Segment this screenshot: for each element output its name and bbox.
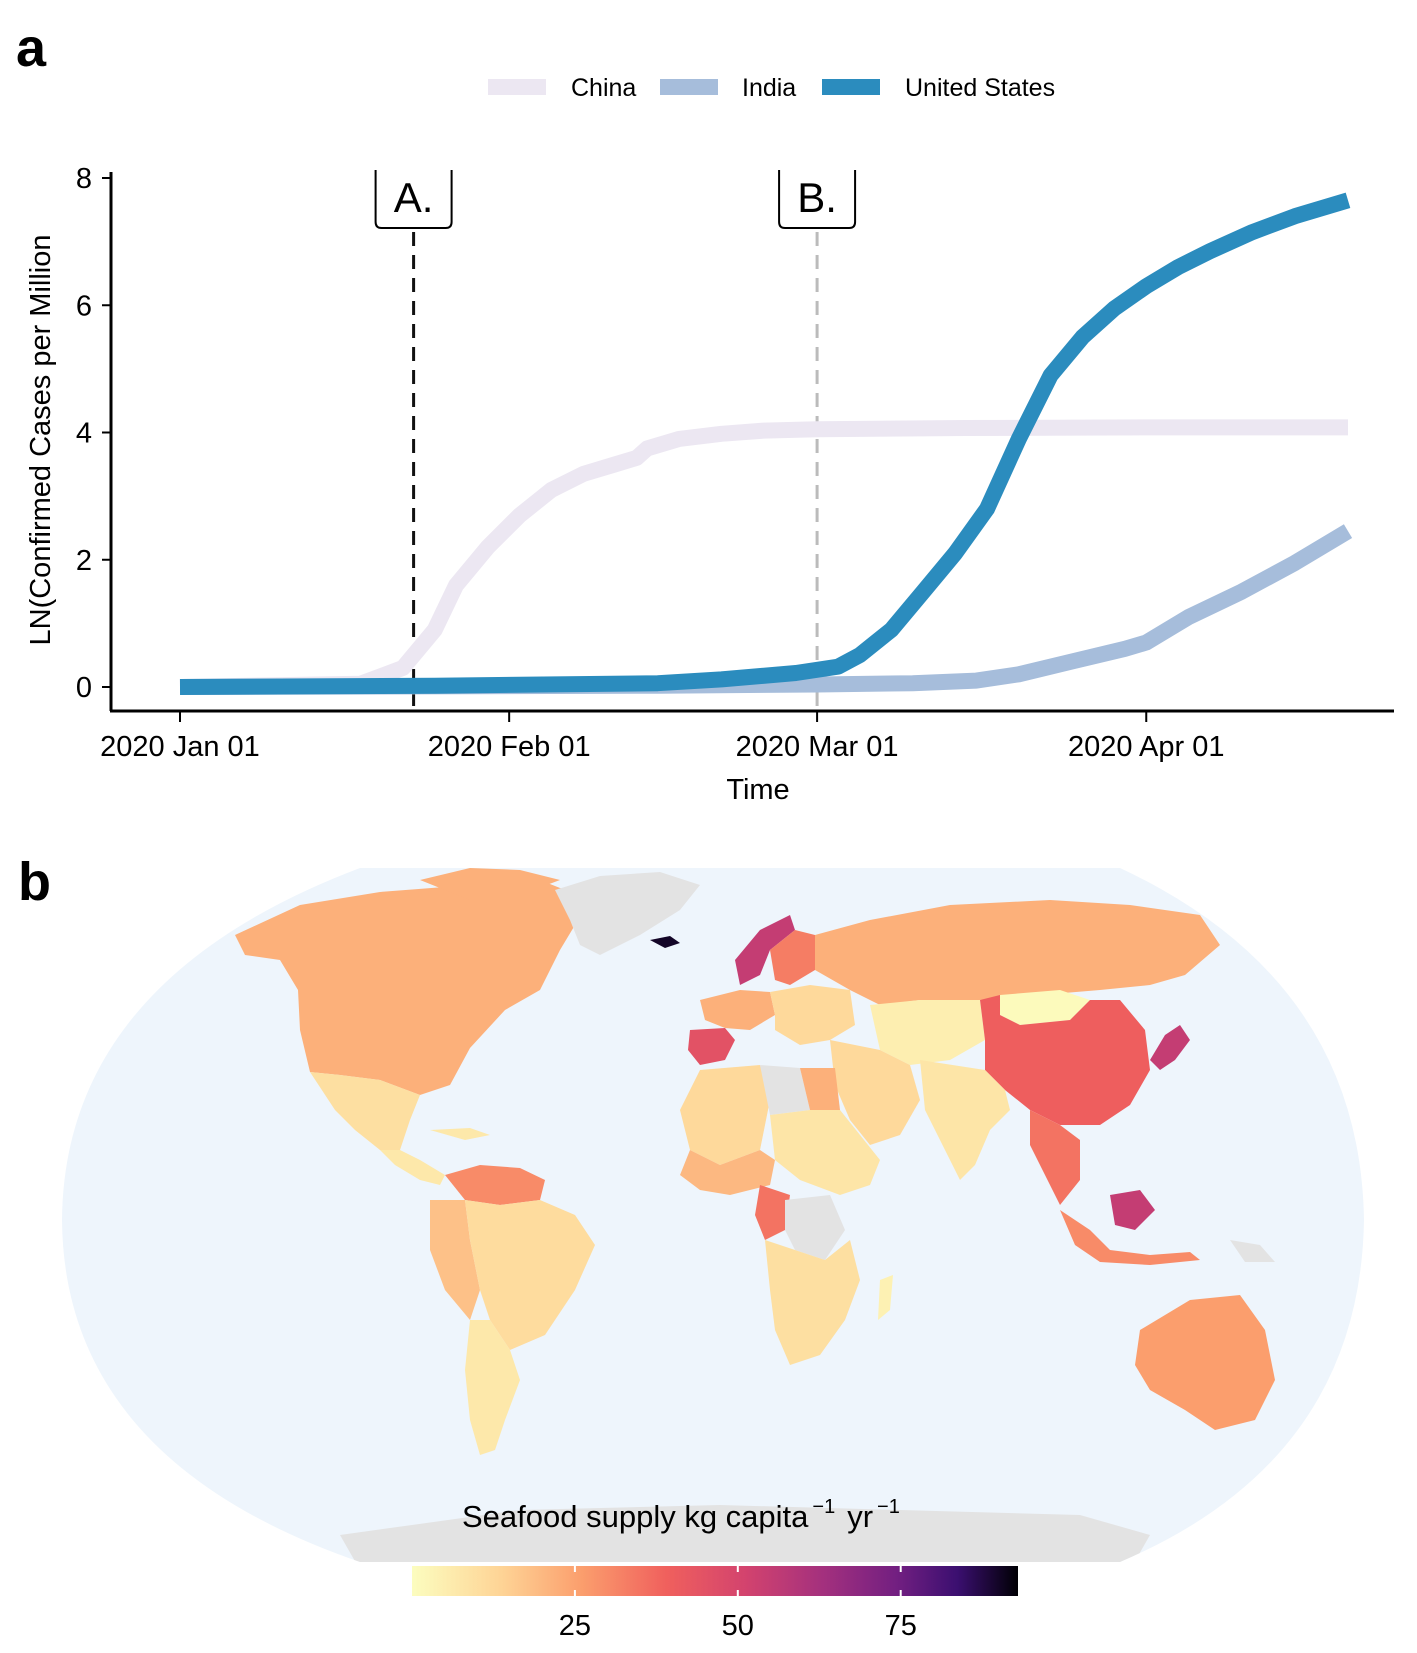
region-southern-cone bbox=[465, 1320, 520, 1455]
region-north-america bbox=[235, 880, 590, 1095]
region-andean-south-america bbox=[430, 1200, 480, 1320]
event-label-box bbox=[374, 170, 453, 229]
region-china bbox=[980, 995, 1150, 1125]
region-venezuela-guianas bbox=[445, 1165, 545, 1205]
region-southeast-asia bbox=[1030, 1110, 1080, 1205]
legend-swatch bbox=[822, 79, 880, 95]
event-lines: A. B. bbox=[374, 170, 857, 711]
legend-label: China bbox=[571, 74, 636, 102]
region-south-asia bbox=[920, 1060, 1010, 1180]
region-central-america bbox=[380, 1150, 445, 1185]
y-axis-ticks: 0 2 4 6 8 bbox=[76, 163, 111, 704]
region-madagascar bbox=[878, 1275, 893, 1320]
chart-legend: China India United States bbox=[488, 74, 1055, 102]
region-southern-africa bbox=[765, 1240, 860, 1365]
colorbar-legend: Seafood supply kg capita −1 yr −1 25 50 75 bbox=[412, 1496, 1018, 1642]
world-choropleth-map bbox=[62, 868, 1364, 1562]
region-central-europe bbox=[770, 985, 855, 1045]
series-line-china bbox=[179, 419, 1348, 695]
panel-a-label: a bbox=[16, 18, 47, 78]
colorbar-tick-label: 75 bbox=[885, 1610, 917, 1642]
event-label-box bbox=[778, 170, 857, 229]
region-central-america bbox=[430, 1128, 490, 1140]
region-russia bbox=[815, 900, 1220, 1005]
y-tick-label: 4 bbox=[76, 418, 92, 450]
region-middle-east bbox=[830, 1040, 920, 1145]
region-korea-japan bbox=[1150, 1025, 1190, 1070]
colorbar-ticks: 25 50 75 bbox=[559, 1566, 917, 1642]
y-tick-label: 0 bbox=[76, 672, 92, 704]
y-tick-label: 8 bbox=[76, 163, 92, 195]
colorbar-tick-label: 25 bbox=[559, 1610, 591, 1642]
series-line-united-states bbox=[179, 192, 1351, 695]
region-indonesia bbox=[1060, 1210, 1200, 1265]
region-central-africa bbox=[755, 1185, 790, 1240]
y-axis-title: LN(Confirmed Cases per Million bbox=[25, 235, 57, 646]
region-papua-new-guinea bbox=[1230, 1240, 1275, 1262]
region-libya bbox=[760, 1065, 810, 1115]
region-australia bbox=[1135, 1295, 1275, 1430]
region-sahel bbox=[770, 1110, 880, 1195]
region-greenland bbox=[555, 872, 700, 955]
region-borneo bbox=[1110, 1190, 1155, 1230]
region-iceland bbox=[650, 936, 680, 948]
x-tick-label: 2020 Apr 01 bbox=[1068, 731, 1224, 763]
legend-label: United States bbox=[905, 74, 1055, 102]
region-brazil bbox=[465, 1200, 595, 1350]
region-north-africa bbox=[680, 1065, 770, 1165]
line-chart: A. B. 0 2 4 6 8 2020 Jan 01 2020 Feb 01 2020 Ma… bbox=[25, 163, 1394, 806]
region-north-america bbox=[420, 868, 560, 900]
legend-swatch bbox=[660, 79, 718, 95]
region-western-europe bbox=[700, 990, 775, 1030]
event-label: A. bbox=[394, 174, 434, 221]
series-lines bbox=[179, 192, 1353, 695]
colorbar-title: Seafood supply kg capita −1 yr −1 bbox=[462, 1496, 900, 1534]
x-tick-label: 2020 Jan 01 bbox=[100, 731, 260, 763]
x-tick-label: 2020 Mar 01 bbox=[736, 731, 899, 763]
region-mexico bbox=[310, 1072, 420, 1150]
colorbar-tick-label: 50 bbox=[722, 1610, 754, 1642]
region-dr-congo bbox=[785, 1195, 845, 1260]
panel-b-label: b bbox=[18, 852, 51, 912]
legend-swatch bbox=[488, 79, 546, 95]
region-iberia bbox=[688, 1028, 735, 1065]
region-west-africa-coast bbox=[680, 1150, 775, 1195]
region-antarctica bbox=[340, 1505, 1150, 1562]
x-tick-label: 2020 Feb 01 bbox=[428, 731, 591, 763]
series-line-india bbox=[179, 524, 1353, 695]
region-norway bbox=[735, 915, 795, 985]
y-tick-label: 2 bbox=[76, 545, 92, 577]
legend-label: India bbox=[742, 74, 796, 102]
region-central-asia bbox=[870, 1000, 985, 1065]
event-label: B. bbox=[797, 174, 837, 221]
y-tick-label: 6 bbox=[76, 290, 92, 322]
x-axis-ticks: 2020 Jan 01 2020 Feb 01 2020 Mar 01 2020 Ap… bbox=[100, 711, 1224, 763]
colorbar-gradient bbox=[412, 1566, 1018, 1596]
x-axis-title: Time bbox=[726, 774, 789, 806]
region-sweden-finland bbox=[770, 930, 815, 985]
region-egypt bbox=[800, 1068, 840, 1110]
region-mongolia bbox=[1000, 990, 1090, 1025]
